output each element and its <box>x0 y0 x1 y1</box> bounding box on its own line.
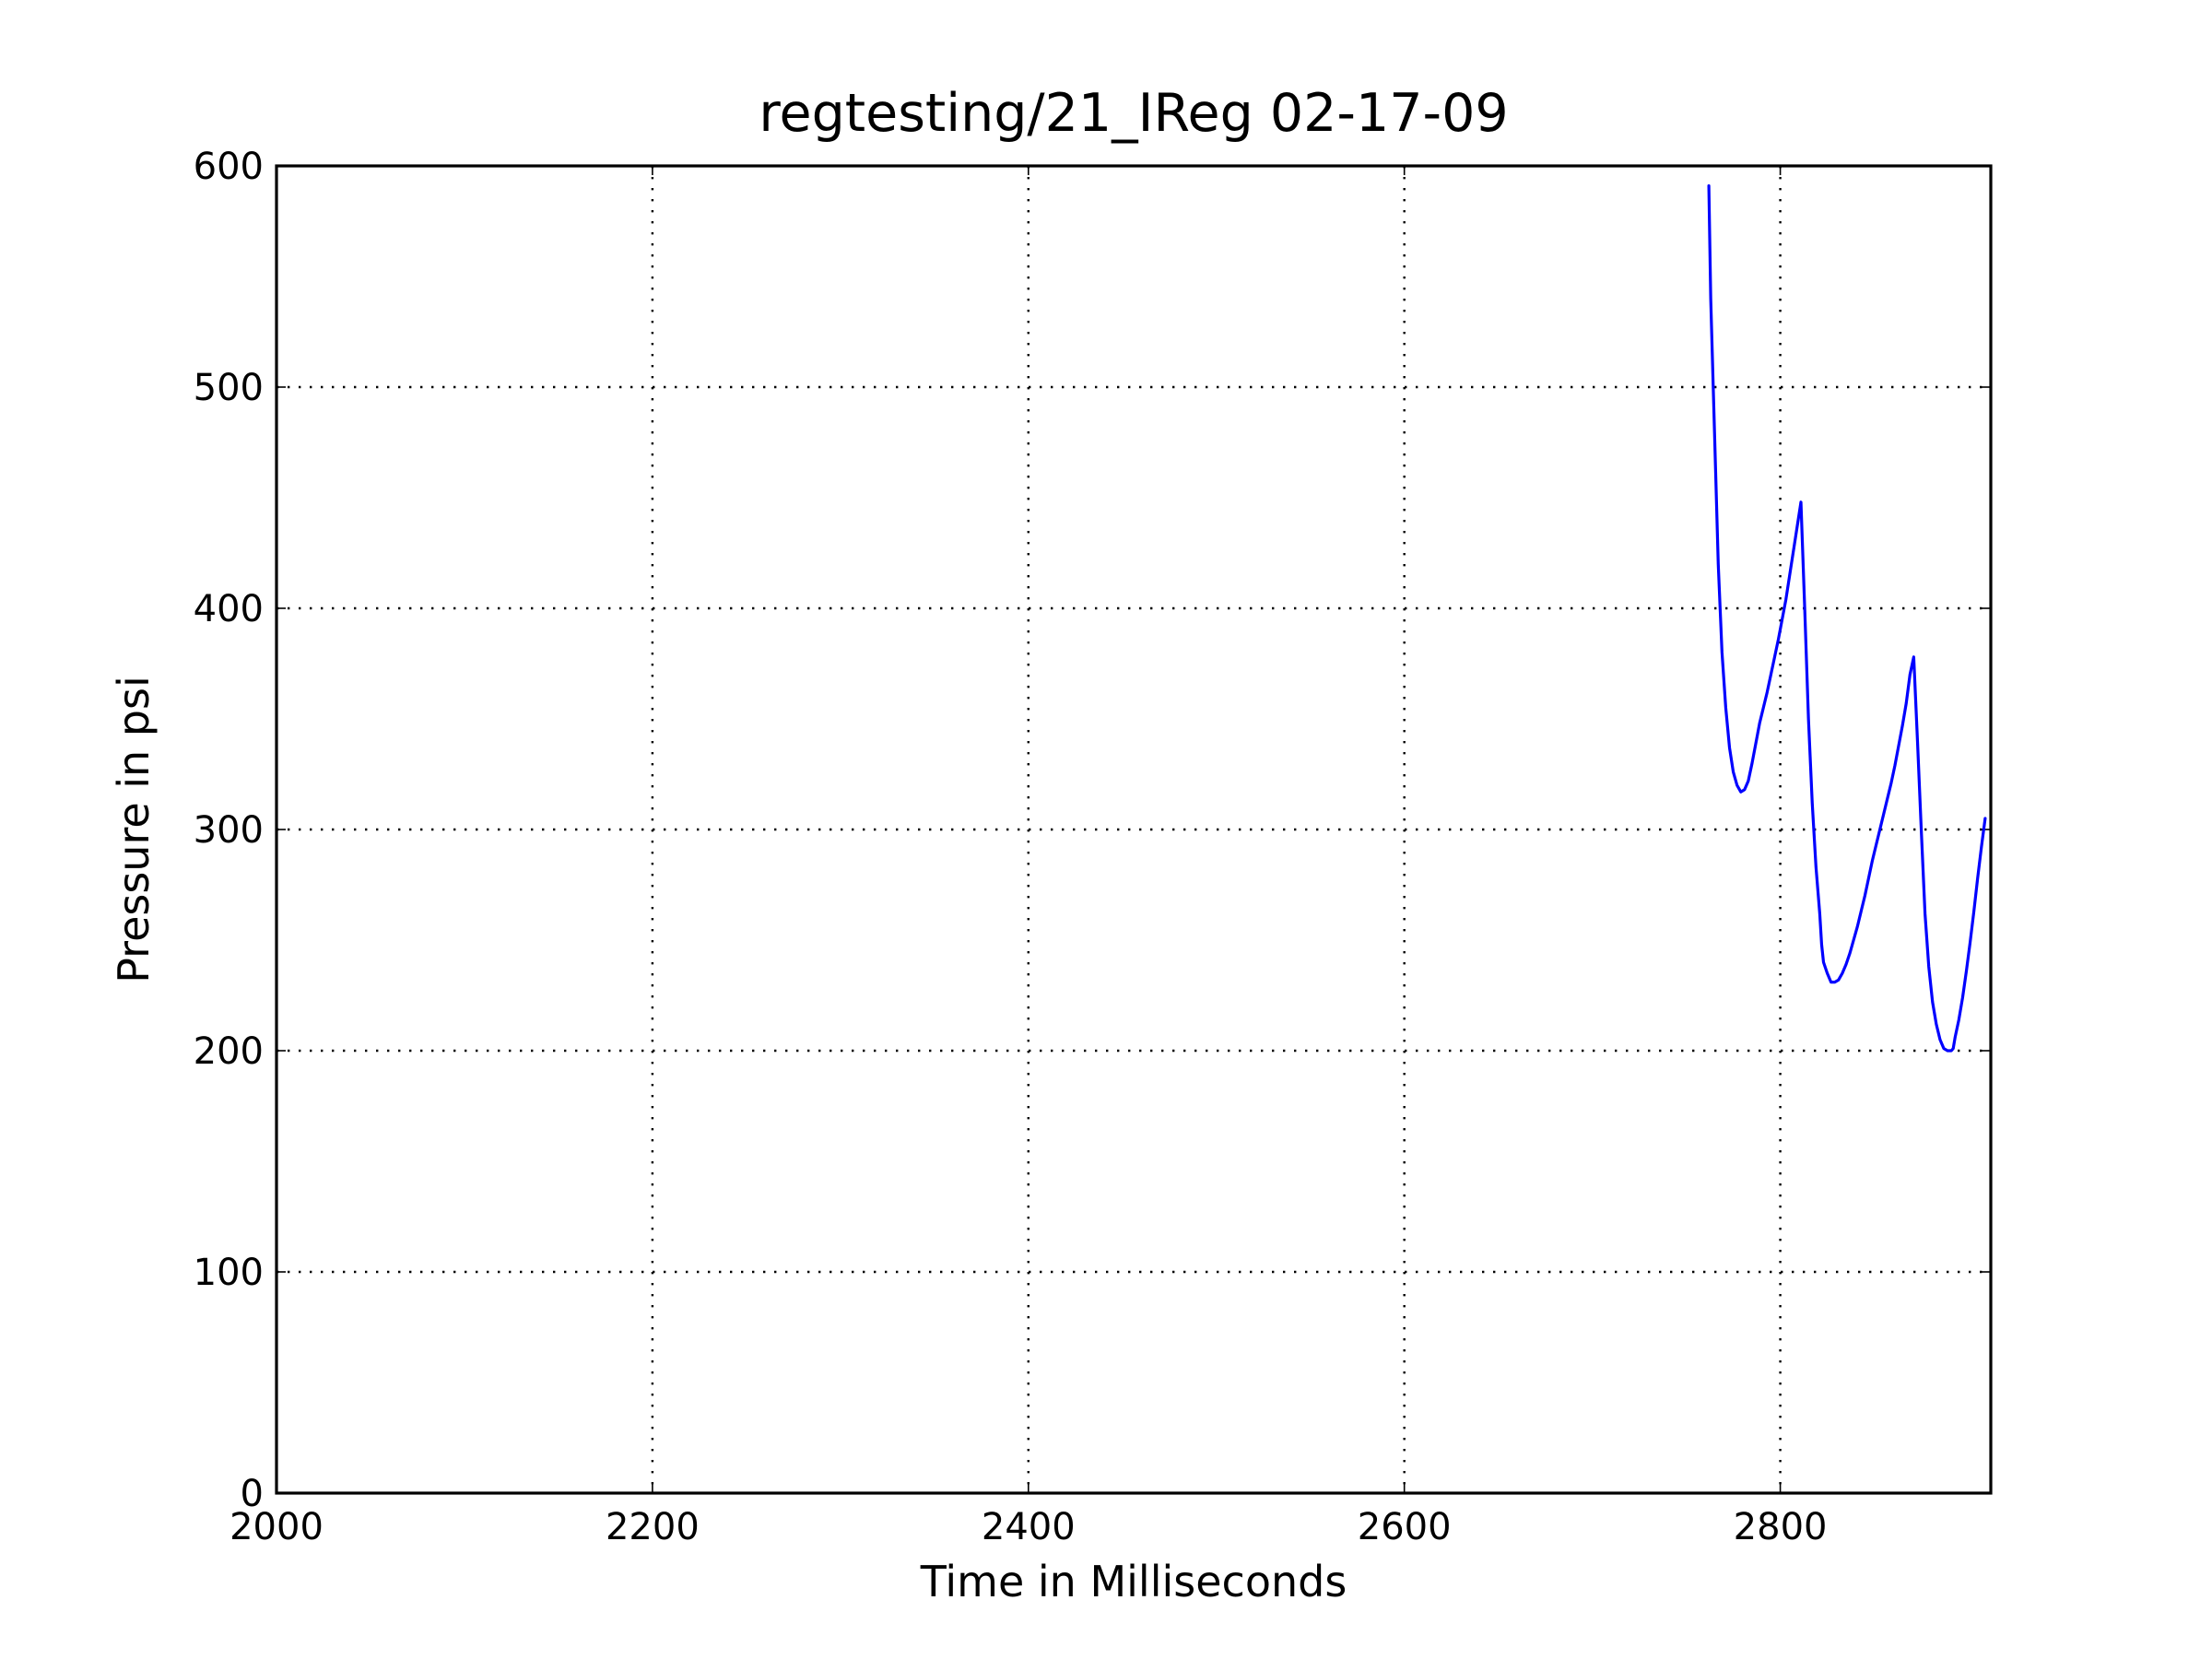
x-tick-label: 2000 <box>229 1506 324 1548</box>
y-tick-label: 300 <box>194 809 264 852</box>
series-layer <box>1707 184 1987 1053</box>
y-tick-label: 600 <box>194 146 264 188</box>
x-tick-label: 2200 <box>606 1506 700 1548</box>
chart-title: regtesting/21_IReg 02-17-09 <box>759 83 1508 144</box>
grid-lines <box>276 166 1991 1493</box>
x-tick-label: 2800 <box>1734 1506 1828 1548</box>
y-tick-label: 400 <box>194 588 264 630</box>
x-axis-label: Time in Milliseconds <box>920 1557 1347 1606</box>
y-tick-label: 200 <box>194 1030 264 1073</box>
plot-frame <box>275 164 1993 1495</box>
y-tick-label: 0 <box>241 1473 264 1515</box>
x-tick-label: 2600 <box>1358 1506 1452 1548</box>
x-tick-label: 2400 <box>982 1506 1076 1548</box>
y-tick-label: 100 <box>194 1252 264 1294</box>
tick-marks <box>276 165 1991 1494</box>
x-tick-labels: 2000 2200 2400 2600 2800 <box>229 1506 1827 1548</box>
y-tick-labels: 0 100 200 300 400 500 600 <box>194 146 264 1515</box>
y-tick-label: 500 <box>194 367 264 409</box>
y-axis-label: Pressure in psi <box>109 676 159 983</box>
series-line <box>1707 184 1987 1053</box>
